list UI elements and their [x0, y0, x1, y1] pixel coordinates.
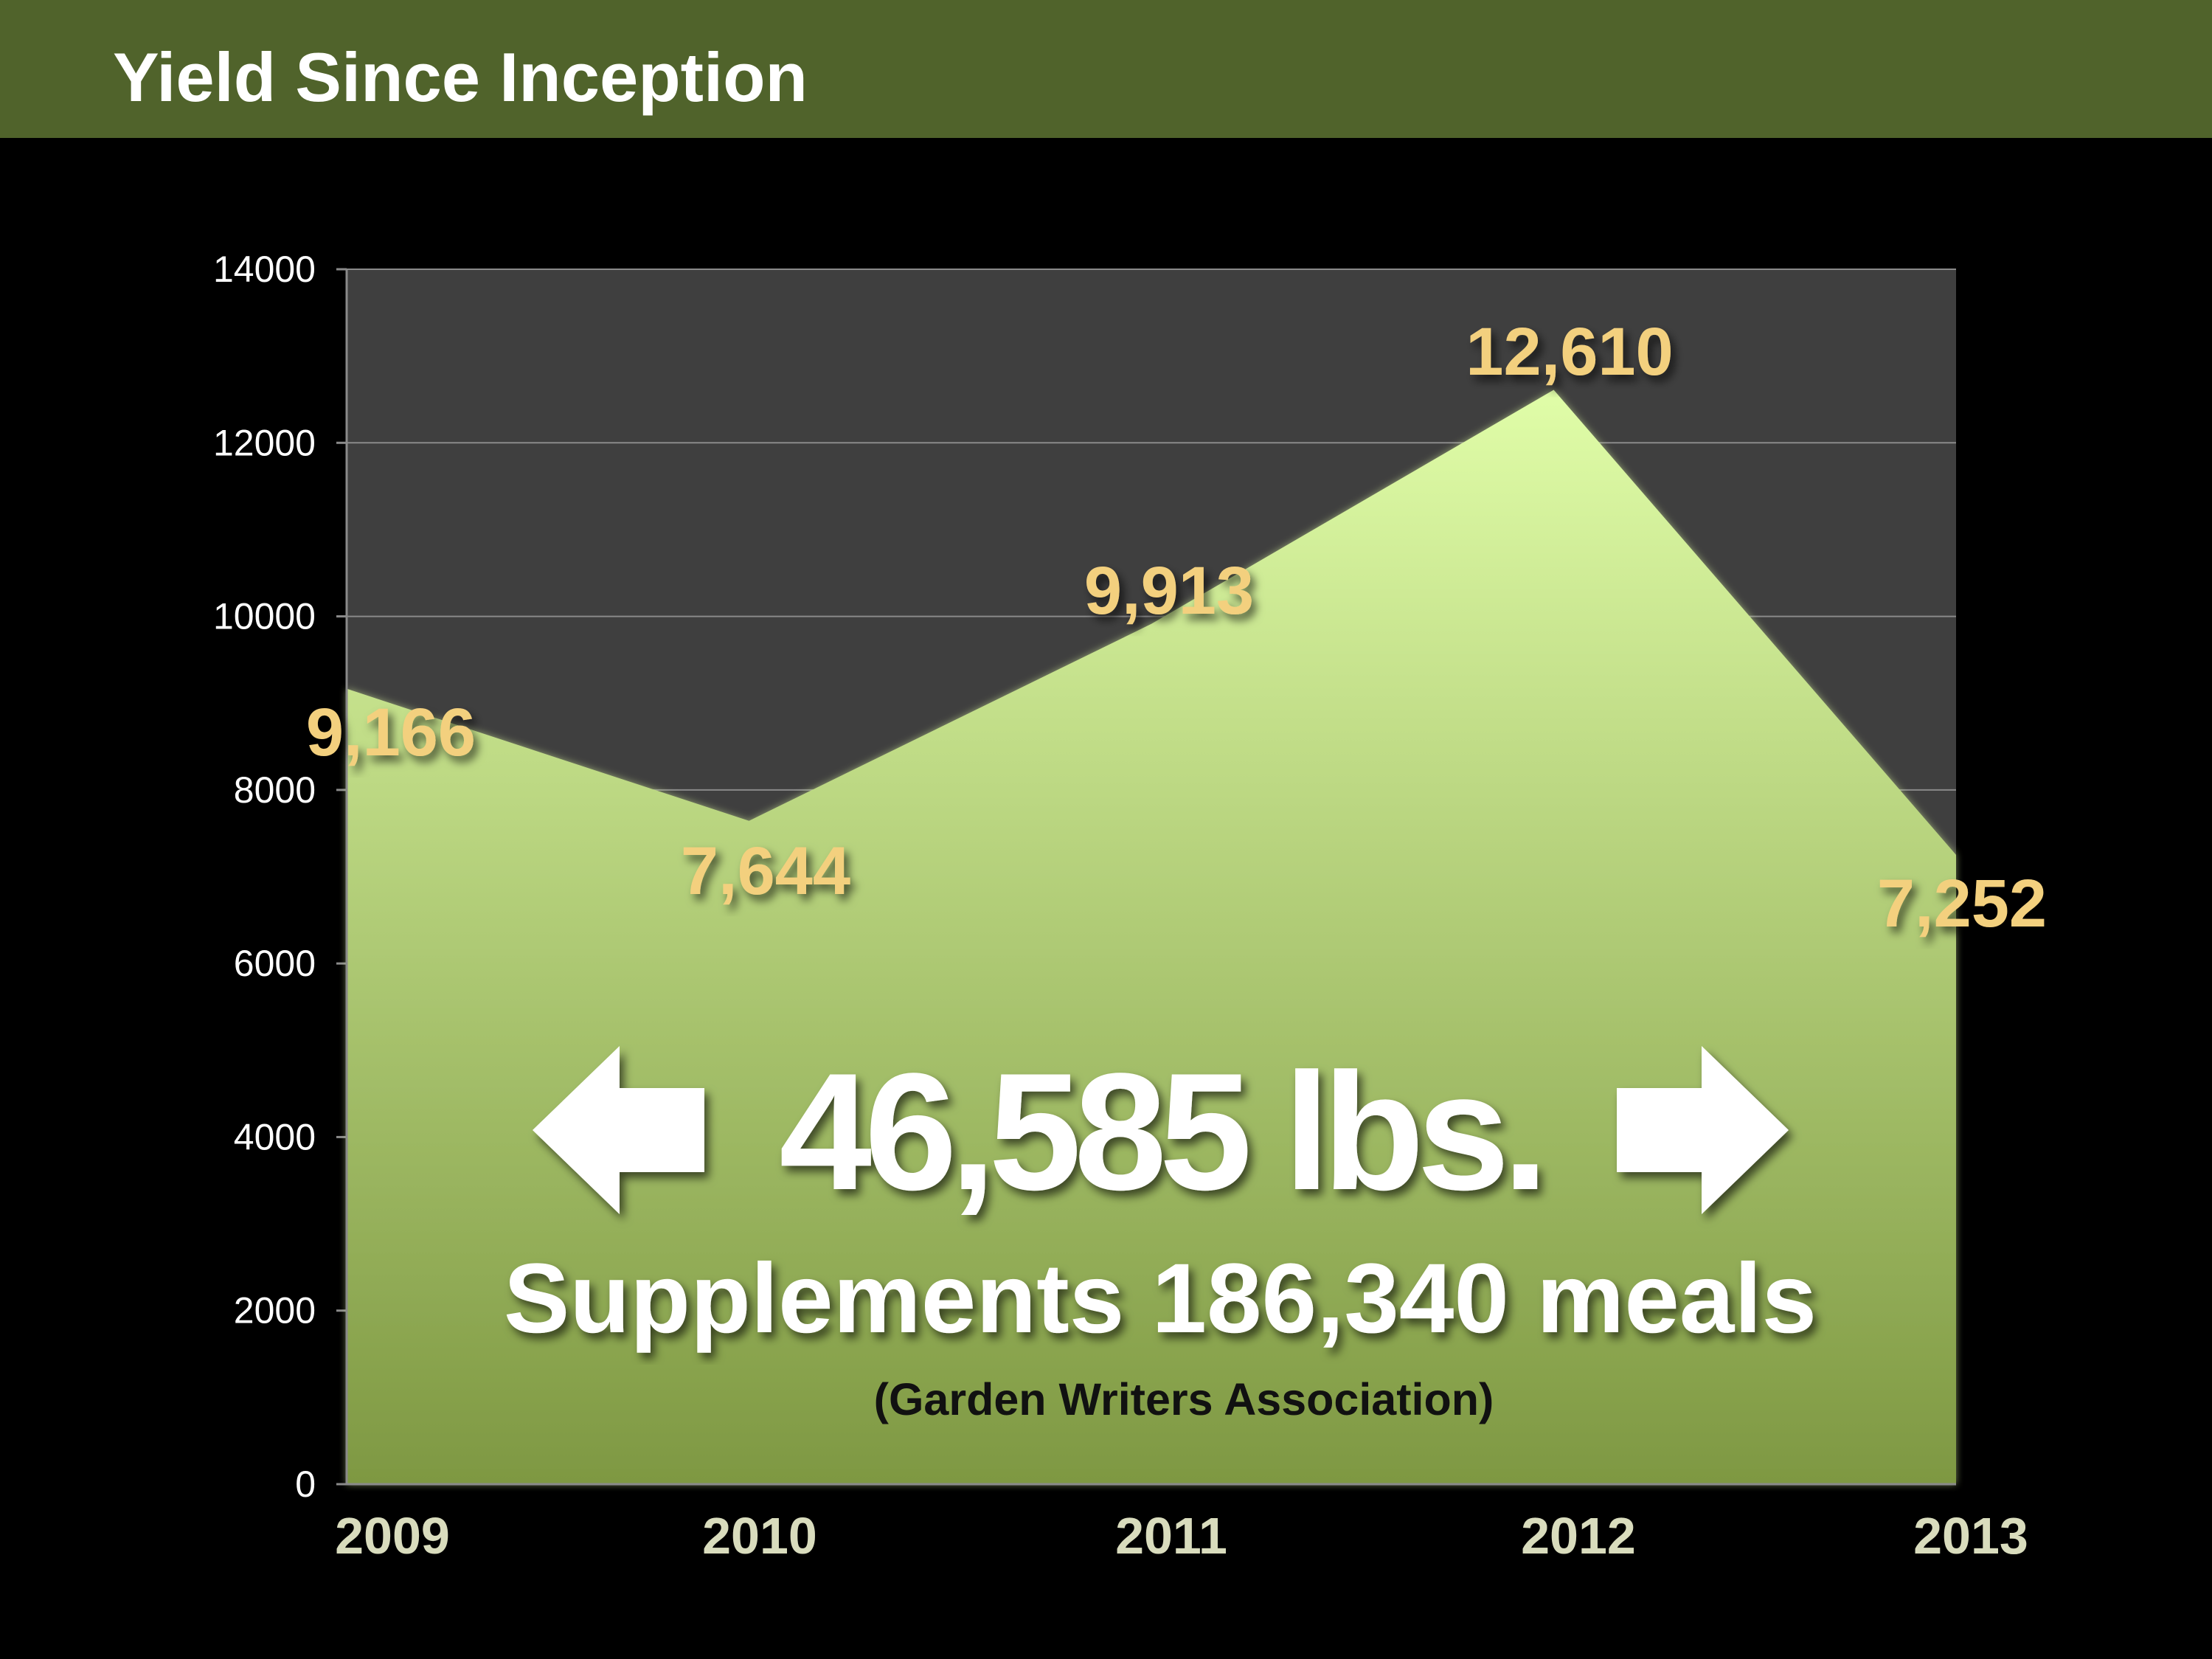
x-tick-labels: 2009 2010 2011 2012 2013 [335, 1507, 2028, 1565]
y-tick-label: 2000 [234, 1290, 316, 1331]
x-tick-label: 2011 [1115, 1507, 1227, 1565]
total-annotation: 46,585 lbs. Supplements 186,340 meals (G… [504, 1038, 1817, 1424]
data-label: 7,644 [681, 834, 850, 909]
y-tick-label: 8000 [234, 769, 316, 811]
y-tick-labels: 0 2000 4000 6000 8000 10000 12000 14000 [213, 249, 316, 1505]
y-tick-label: 0 [295, 1464, 316, 1505]
y-tick-label: 10000 [213, 596, 316, 637]
x-tick-label: 2013 [1913, 1507, 2028, 1565]
y-tick-label: 14000 [213, 249, 316, 290]
x-tick-label: 2010 [702, 1507, 817, 1565]
data-label: 7,252 [1877, 866, 2047, 941]
y-tick-label: 12000 [213, 422, 316, 463]
title-bar: Yield Since Inception [0, 0, 2212, 138]
arrow-left-icon [533, 1046, 704, 1214]
meals-text: Supplements 186,340 meals [504, 1244, 1817, 1354]
total-weight-text: 46,585 lbs. [779, 1038, 1541, 1225]
y-tick-label: 6000 [234, 943, 316, 984]
arrow-right-icon [1617, 1046, 1789, 1214]
y-tick-label: 4000 [234, 1116, 316, 1157]
data-label: 12,610 [1466, 314, 1673, 389]
slide-title: Yield Since Inception [113, 38, 808, 116]
x-tick-label: 2009 [335, 1507, 450, 1565]
data-labels: 9,166 7,644 9,913 12,610 7,252 [306, 314, 2047, 941]
data-label: 9,913 [1084, 553, 1254, 628]
series-area [347, 389, 1956, 1484]
x-tick-label: 2012 [1521, 1507, 1636, 1565]
source-text: (Garden Writers Association) [874, 1374, 1494, 1424]
data-label: 9,166 [306, 695, 476, 770]
